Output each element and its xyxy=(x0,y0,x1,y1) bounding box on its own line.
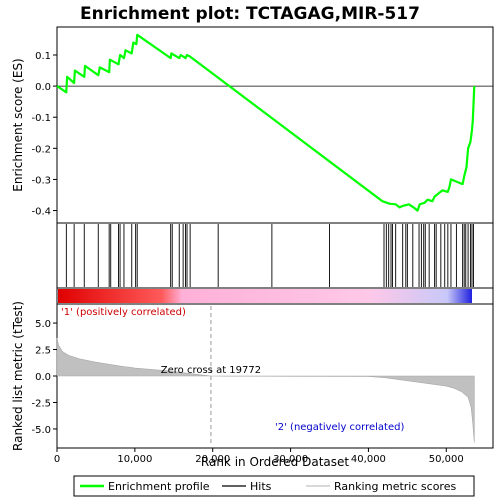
metric-y-axis: -5.0 -2.5 0.0 2.5 5.0 xyxy=(31,319,57,436)
x-axis-label: Rank in Ordered Dataset xyxy=(201,455,349,469)
x-tick-label: 30,000 xyxy=(273,454,308,465)
es-y-tick-label: -0.3 xyxy=(31,175,51,186)
hits-group xyxy=(65,224,474,287)
legend-label: Ranking metric scores xyxy=(334,480,456,493)
x-tick-label: 40,000 xyxy=(351,454,386,465)
es-y-axis: -0.4 -0.3 -0.2 -0.1 0.0 0.1 xyxy=(31,51,57,218)
legend-label: Hits xyxy=(250,480,272,493)
metric-y-tick-label: 5.0 xyxy=(35,319,51,330)
es-y-tick-label: 0.0 xyxy=(35,82,51,93)
es-y-tick-label: 0.1 xyxy=(35,51,51,62)
enrichment-profile-line xyxy=(56,33,476,212)
legend-label: Enrichment profile xyxy=(108,480,210,493)
x-tick-label: 0 xyxy=(54,454,60,465)
metric-y-tick-label: 2.5 xyxy=(35,346,51,357)
es-series-group xyxy=(56,33,476,212)
metric-y-tick-label: 0.0 xyxy=(35,372,51,383)
chart-title: Enrichment plot: TCTAGAG,MIR-517 xyxy=(80,4,420,24)
es-y-tick-label: -0.2 xyxy=(31,144,51,155)
es-y-axis-label: Enrichment score (ES) xyxy=(11,58,25,191)
ranking-color-bar xyxy=(58,289,472,303)
legend-box xyxy=(73,475,475,497)
x-tick-label: 20,000 xyxy=(195,454,230,465)
x-tick-label: 50,000 xyxy=(429,454,464,465)
x-tick-label: 10,000 xyxy=(117,454,152,465)
zero-cross-label: Zero cross at 19772 xyxy=(161,365,261,376)
metric-y-tick-label: -2.5 xyxy=(31,398,51,409)
hits-panel-frame xyxy=(56,222,494,289)
negative-correlation-label: '2' (negatively correlated) xyxy=(275,422,404,433)
legend: Enrichment profile Hits Ranking metric sco… xyxy=(80,480,456,493)
metric-y-axis-label: Ranked list metric (tTest) xyxy=(11,301,25,451)
es-y-tick-label: -0.1 xyxy=(31,113,51,124)
positive-correlation-label: '1' (positively correlated) xyxy=(61,307,186,318)
x-axis: 0 10,000 20,000 30,000 40,000 50,000 xyxy=(54,448,464,465)
metric-y-tick-label: -5.0 xyxy=(31,425,51,436)
ranking-metric-area xyxy=(56,337,475,443)
metric-fill-group xyxy=(56,306,475,446)
es-y-tick-label: -0.4 xyxy=(31,207,51,218)
es-panel-frame xyxy=(56,26,494,224)
